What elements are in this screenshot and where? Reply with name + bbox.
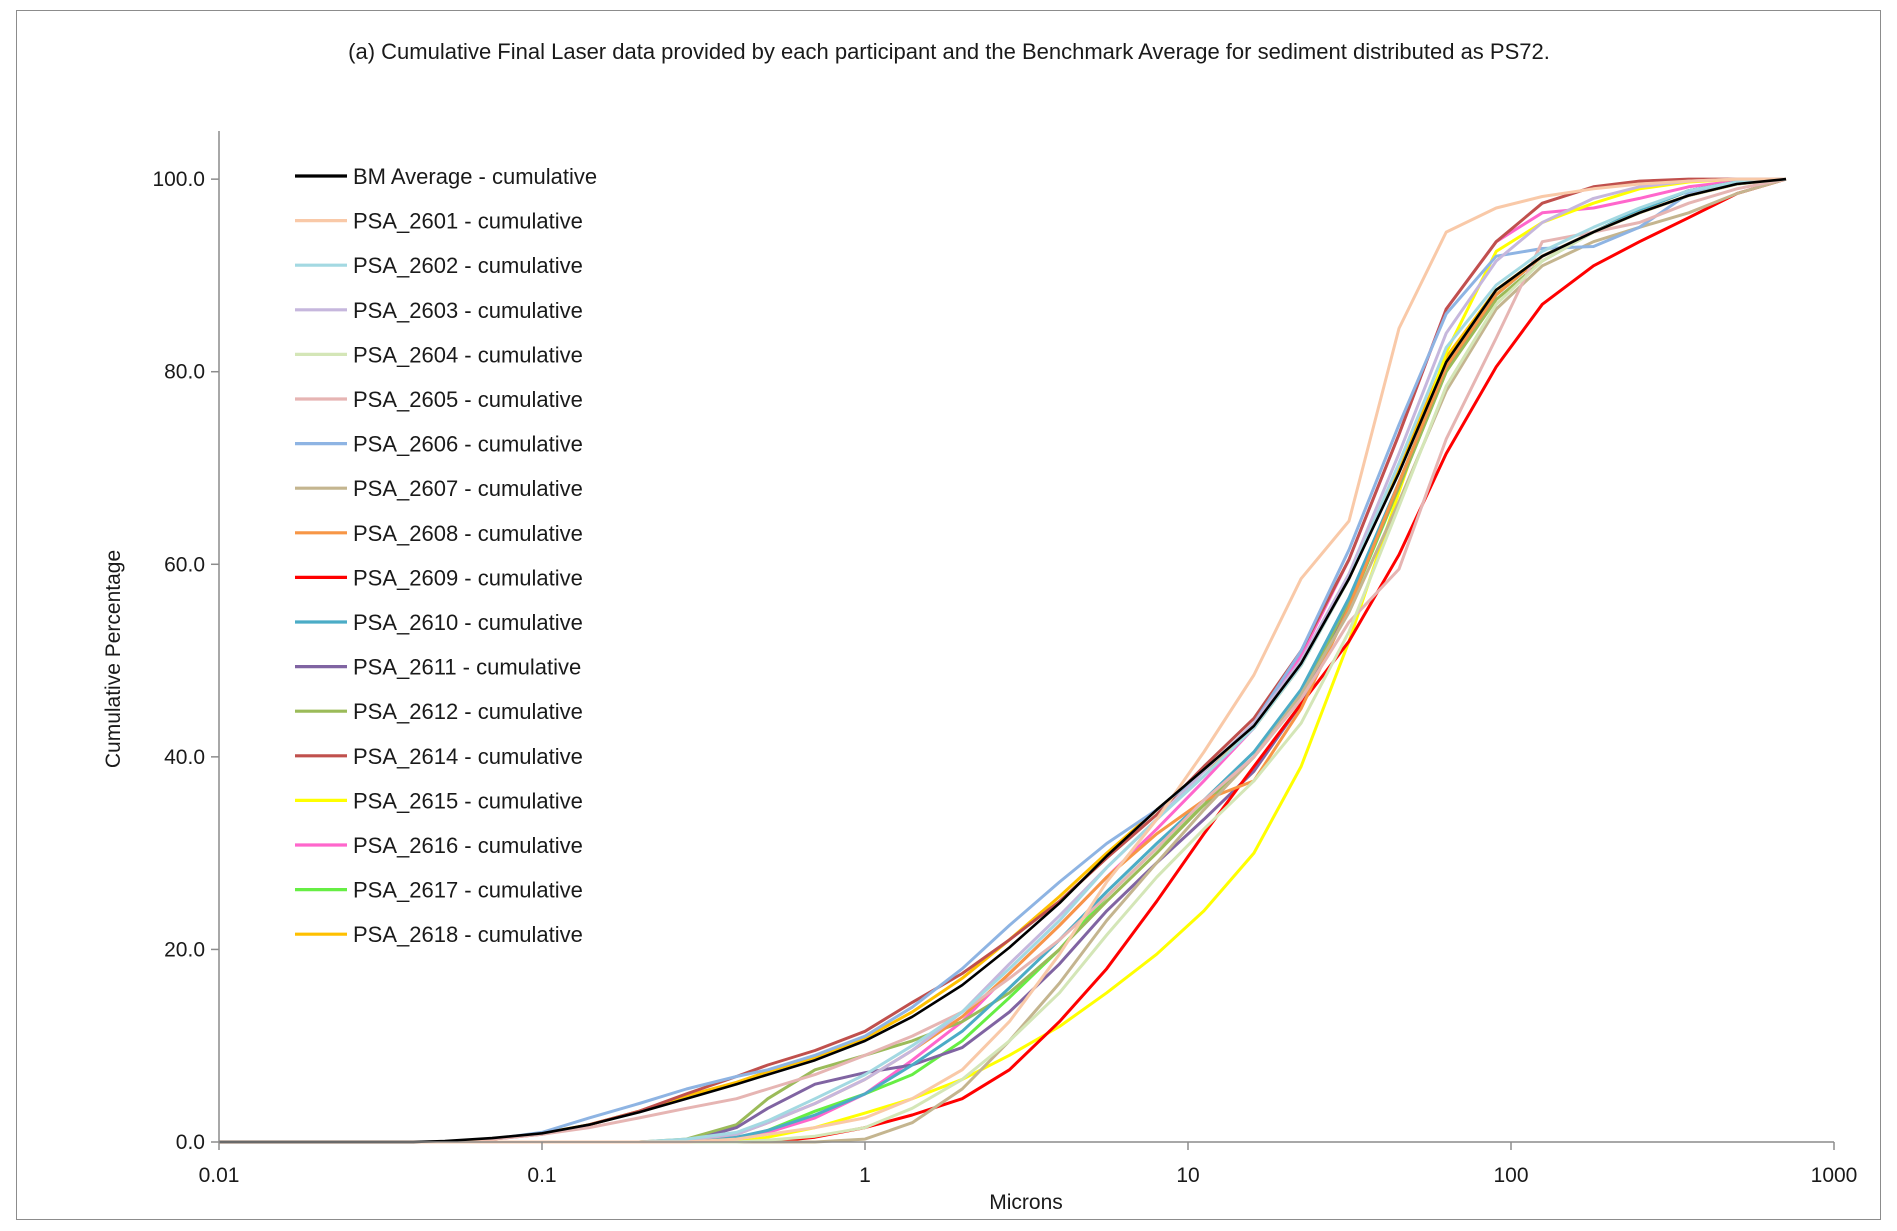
legend-item: PSA_2608 - cumulative	[295, 521, 583, 546]
x-tick-label: 1000	[1811, 1164, 1858, 1187]
legend-item: PSA_2615 - cumulative	[295, 788, 583, 813]
legend-item: PSA_2603 - cumulative	[295, 298, 583, 323]
legend-label: PSA_2615 - cumulative	[353, 788, 583, 813]
legend-item: BM Average - cumulative	[295, 164, 597, 189]
y-axis-ticks: 0.0 20.0 40.0 60.0 80.0 100.0	[152, 168, 219, 1154]
legend-label: PSA_2601 - cumulative	[353, 209, 583, 234]
legend-label: PSA_2604 - cumulative	[353, 342, 583, 367]
x-tick-label: 1	[859, 1164, 871, 1187]
legend: BM Average - cumulative PSA_2601 - cumula…	[295, 164, 597, 947]
legend-label: PSA_2602 - cumulative	[353, 253, 583, 278]
legend-label: PSA_2609 - cumulative	[353, 565, 583, 590]
legend-item: PSA_2601 - cumulative	[295, 209, 583, 234]
y-axis-title: Cumulative Percentage	[102, 550, 125, 768]
series-line-bm	[219, 177, 1787, 1144]
x-axis-title: Microns	[989, 1191, 1063, 1214]
legend-item: PSA_2604 - cumulative	[295, 342, 583, 367]
y-tick-label: 80.0	[164, 361, 205, 384]
legend-item: PSA_2606 - cumulative	[295, 432, 583, 457]
legend-item: PSA_2611 - cumulative	[295, 655, 581, 680]
legend-label: PSA_2612 - cumulative	[353, 699, 583, 724]
legend-label: PSA_2614 - cumulative	[353, 744, 583, 769]
x-tick-label: 10	[1176, 1164, 1199, 1187]
legend-label: PSA_2603 - cumulative	[353, 298, 583, 323]
legend-label: PSA_2608 - cumulative	[353, 521, 583, 546]
legend-label: PSA_2618 - cumulative	[353, 922, 583, 947]
legend-label: BM Average - cumulative	[353, 164, 597, 189]
y-tick-label: 20.0	[164, 938, 205, 961]
x-tick-label: 0.1	[527, 1164, 556, 1187]
x-tick-label: 0.01	[199, 1164, 240, 1187]
legend-item: PSA_2617 - cumulative	[295, 878, 583, 903]
legend-item: PSA_2605 - cumulative	[295, 387, 583, 412]
legend-item: PSA_2618 - cumulative	[295, 922, 583, 947]
legend-label: PSA_2607 - cumulative	[353, 476, 583, 501]
legend-label: PSA_2606 - cumulative	[353, 432, 583, 457]
legend-label: PSA_2605 - cumulative	[353, 387, 583, 412]
y-tick-label: 0.0	[176, 1131, 205, 1154]
y-tick-label: 40.0	[164, 746, 205, 769]
line-chart: (a) Cumulative Final Laser data provided…	[102, 39, 1858, 1214]
legend-item: PSA_2614 - cumulative	[295, 744, 583, 769]
legend-item: PSA_2612 - cumulative	[295, 699, 583, 724]
y-tick-label: 60.0	[164, 553, 205, 576]
legend-label: PSA_2617 - cumulative	[353, 878, 583, 903]
legend-item: PSA_2616 - cumulative	[295, 833, 583, 858]
legend-item: PSA_2602 - cumulative	[295, 253, 583, 278]
legend-label: PSA_2611 - cumulative	[353, 655, 581, 680]
x-tick-label: 100	[1493, 1164, 1528, 1187]
legend-item: PSA_2609 - cumulative	[295, 565, 583, 590]
x-axis-ticks: 0.01 0.1 1 10 100 1000	[199, 1142, 1858, 1187]
chart-frame: (a) Cumulative Final Laser data provided…	[16, 10, 1881, 1220]
chart-title: (a) Cumulative Final Laser data provided…	[348, 39, 1550, 64]
legend-item: PSA_2607 - cumulative	[295, 476, 583, 501]
legend-label: PSA_2616 - cumulative	[353, 833, 583, 858]
legend-item: PSA_2610 - cumulative	[295, 610, 583, 635]
legend-label: PSA_2610 - cumulative	[353, 610, 583, 635]
series-line-psa-2606	[219, 177, 1787, 1144]
y-tick-label: 100.0	[152, 168, 205, 191]
